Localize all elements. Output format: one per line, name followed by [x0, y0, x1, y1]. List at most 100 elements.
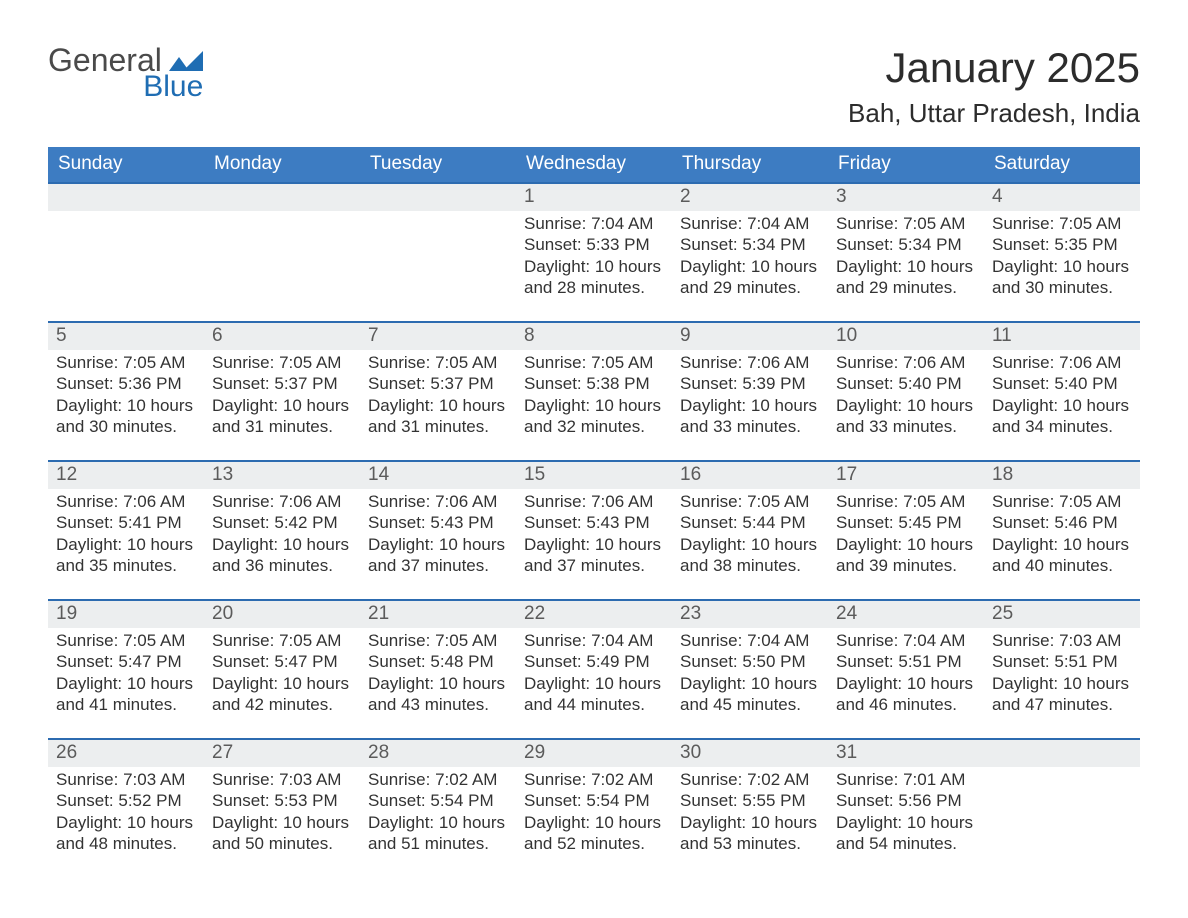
day-number: 11: [984, 323, 1140, 350]
calendar-week: 12131415161718Sunrise: 7:06 AMSunset: 5:…: [48, 460, 1140, 599]
day-number: 23: [672, 601, 828, 628]
sunrise-text: Sunrise: 7:04 AM: [680, 630, 820, 651]
day-cell: Sunrise: 7:02 AMSunset: 5:54 PMDaylight:…: [516, 767, 672, 863]
day-of-week-cell: Sunday: [48, 147, 204, 182]
day-number-row: 19202122232425: [48, 601, 1140, 628]
daylight-text: Daylight: 10 hours and 32 minutes.: [524, 395, 664, 438]
daylight-text: Daylight: 10 hours and 44 minutes.: [524, 673, 664, 716]
sunrise-text: Sunrise: 7:01 AM: [836, 769, 976, 790]
sunset-text: Sunset: 5:51 PM: [836, 651, 976, 672]
sunset-text: Sunset: 5:45 PM: [836, 512, 976, 533]
sunset-text: Sunset: 5:52 PM: [56, 790, 196, 811]
sunrise-text: Sunrise: 7:02 AM: [524, 769, 664, 790]
day-cell: Sunrise: 7:01 AMSunset: 5:56 PMDaylight:…: [828, 767, 984, 863]
day-cell: Sunrise: 7:05 AMSunset: 5:37 PMDaylight:…: [360, 350, 516, 446]
sunrise-text: Sunrise: 7:06 AM: [992, 352, 1132, 373]
day-number: [204, 184, 360, 211]
sunset-text: Sunset: 5:39 PM: [680, 373, 820, 394]
daylight-text: Daylight: 10 hours and 37 minutes.: [368, 534, 508, 577]
daylight-text: Daylight: 10 hours and 33 minutes.: [836, 395, 976, 438]
sunset-text: Sunset: 5:40 PM: [992, 373, 1132, 394]
sunrise-text: Sunrise: 7:05 AM: [524, 352, 664, 373]
day-cell: Sunrise: 7:03 AMSunset: 5:52 PMDaylight:…: [48, 767, 204, 863]
sunrise-text: Sunrise: 7:06 AM: [680, 352, 820, 373]
daylight-text: Daylight: 10 hours and 48 minutes.: [56, 812, 196, 855]
day-cell: Sunrise: 7:06 AMSunset: 5:40 PMDaylight:…: [828, 350, 984, 446]
day-number: 6: [204, 323, 360, 350]
sunrise-text: Sunrise: 7:05 AM: [56, 630, 196, 651]
day-number: 15: [516, 462, 672, 489]
calendar: SundayMondayTuesdayWednesdayThursdayFrid…: [48, 147, 1140, 877]
day-of-week-cell: Wednesday: [516, 147, 672, 182]
sunset-text: Sunset: 5:53 PM: [212, 790, 352, 811]
day-number: 13: [204, 462, 360, 489]
sunrise-text: Sunrise: 7:04 AM: [836, 630, 976, 651]
daylight-text: Daylight: 10 hours and 43 minutes.: [368, 673, 508, 716]
day-body-row: Sunrise: 7:03 AMSunset: 5:52 PMDaylight:…: [48, 767, 1140, 877]
day-number: 9: [672, 323, 828, 350]
daylight-text: Daylight: 10 hours and 31 minutes.: [368, 395, 508, 438]
sunset-text: Sunset: 5:33 PM: [524, 234, 664, 255]
sunrise-text: Sunrise: 7:05 AM: [836, 491, 976, 512]
day-cell: Sunrise: 7:04 AMSunset: 5:33 PMDaylight:…: [516, 211, 672, 307]
sunset-text: Sunset: 5:41 PM: [56, 512, 196, 533]
day-cell: [204, 211, 360, 307]
day-cell: Sunrise: 7:04 AMSunset: 5:50 PMDaylight:…: [672, 628, 828, 724]
sunset-text: Sunset: 5:42 PM: [212, 512, 352, 533]
day-number: 24: [828, 601, 984, 628]
daylight-text: Daylight: 10 hours and 41 minutes.: [56, 673, 196, 716]
sunset-text: Sunset: 5:46 PM: [992, 512, 1132, 533]
day-cell: Sunrise: 7:03 AMSunset: 5:53 PMDaylight:…: [204, 767, 360, 863]
sunrise-text: Sunrise: 7:05 AM: [836, 213, 976, 234]
sunset-text: Sunset: 5:54 PM: [368, 790, 508, 811]
sunrise-text: Sunrise: 7:02 AM: [680, 769, 820, 790]
sunset-text: Sunset: 5:38 PM: [524, 373, 664, 394]
sunrise-text: Sunrise: 7:05 AM: [368, 630, 508, 651]
day-number: 19: [48, 601, 204, 628]
day-cell: Sunrise: 7:05 AMSunset: 5:44 PMDaylight:…: [672, 489, 828, 585]
day-number: [984, 740, 1140, 767]
day-of-week-cell: Monday: [204, 147, 360, 182]
sunrise-text: Sunrise: 7:03 AM: [212, 769, 352, 790]
sunrise-text: Sunrise: 7:05 AM: [212, 352, 352, 373]
day-cell: Sunrise: 7:04 AMSunset: 5:34 PMDaylight:…: [672, 211, 828, 307]
day-cell: Sunrise: 7:06 AMSunset: 5:40 PMDaylight:…: [984, 350, 1140, 446]
sunset-text: Sunset: 5:43 PM: [368, 512, 508, 533]
day-cell: Sunrise: 7:05 AMSunset: 5:38 PMDaylight:…: [516, 350, 672, 446]
sunrise-text: Sunrise: 7:06 AM: [836, 352, 976, 373]
sunrise-text: Sunrise: 7:03 AM: [56, 769, 196, 790]
day-body-row: Sunrise: 7:05 AM Sunset: 5:36 PM Daylight:…: [48, 350, 1140, 460]
day-number-row: 567891011: [48, 323, 1140, 350]
calendar-week: 262728293031Sunrise: 7:03 AMSunset: 5:52…: [48, 738, 1140, 877]
calendar-week: 19202122232425Sunrise: 7:05 AMSunset: 5:…: [48, 599, 1140, 738]
daylight-text: Daylight: 10 hours and 42 minutes.: [212, 673, 352, 716]
day-number: 27: [204, 740, 360, 767]
sunset-text: Sunset: 5:37 PM: [212, 373, 352, 394]
day-cell: Sunrise: 7:05 AMSunset: 5:36 PMDaylight:…: [48, 350, 204, 446]
sunrise-text: Sunrise: 7:06 AM: [524, 491, 664, 512]
sunrise-text: Sunrise: 7:05 AM: [680, 491, 820, 512]
day-number: 8: [516, 323, 672, 350]
sunset-text: Sunset: 5:55 PM: [680, 790, 820, 811]
day-number: 22: [516, 601, 672, 628]
sunset-text: Sunset: 5:36 PM: [56, 373, 196, 394]
daylight-text: Daylight: 10 hours and 47 minutes.: [992, 673, 1132, 716]
day-cell: Sunrise: 7:03 AMSunset: 5:51 PMDaylight:…: [984, 628, 1140, 724]
sunrise-text: Sunrise: 7:05 AM: [992, 213, 1132, 234]
sunset-text: Sunset: 5:40 PM: [836, 373, 976, 394]
daylight-text: Daylight: 10 hours and 46 minutes.: [836, 673, 976, 716]
day-body-row: Sunrise: 7:04 AMSunset: 5:33 PMDaylight:…: [48, 211, 1140, 321]
day-number-row: 12131415161718: [48, 462, 1140, 489]
title-block: January 2025 Bah, Uttar Pradesh, India: [848, 44, 1140, 129]
daylight-text: Daylight: 10 hours and 36 minutes.: [212, 534, 352, 577]
sunrise-text: Sunrise: 7:04 AM: [524, 213, 664, 234]
day-number: 28: [360, 740, 516, 767]
daylight-text: Daylight: 10 hours and 40 minutes.: [992, 534, 1132, 577]
day-number: 30: [672, 740, 828, 767]
day-number-row: 262728293031: [48, 740, 1140, 767]
daylight-text: Daylight: 10 hours and 37 minutes.: [524, 534, 664, 577]
sunrise-text: Sunrise: 7:05 AM: [368, 352, 508, 373]
day-number: 2: [672, 184, 828, 211]
sunrise-text: Sunrise: 7:06 AM: [212, 491, 352, 512]
day-cell: Sunrise: 7:05 AMSunset: 5:47 PMDaylight:…: [48, 628, 204, 724]
